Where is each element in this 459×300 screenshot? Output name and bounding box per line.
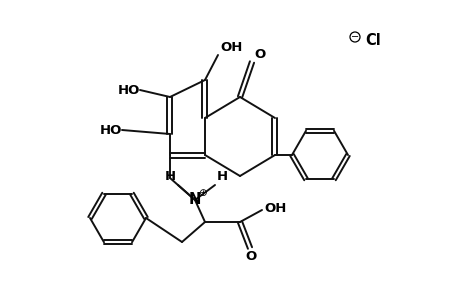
Text: OH: OH [219, 41, 242, 54]
Text: OH: OH [263, 202, 286, 215]
Text: N: N [188, 193, 201, 208]
Text: ⊕: ⊕ [197, 188, 206, 198]
Text: H: H [217, 170, 228, 183]
Text: O: O [245, 250, 256, 263]
Text: HO: HO [100, 124, 122, 136]
Text: −: − [350, 32, 358, 42]
Text: H: H [164, 170, 176, 183]
Text: HO: HO [118, 83, 140, 97]
Text: Cl: Cl [364, 32, 380, 47]
Text: O: O [253, 48, 265, 61]
